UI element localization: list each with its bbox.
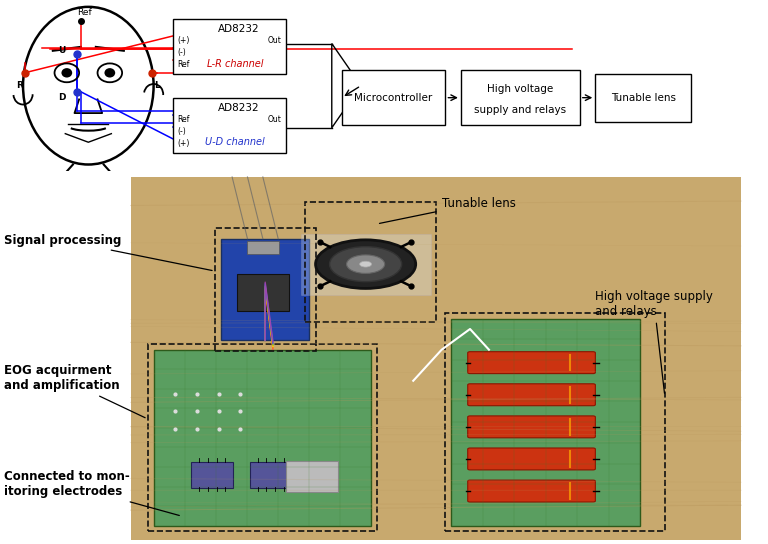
Text: supply and relays: supply and relays xyxy=(475,104,566,115)
Text: Ref: Ref xyxy=(77,8,91,17)
FancyBboxPatch shape xyxy=(154,350,370,526)
Circle shape xyxy=(359,261,372,267)
Text: (+): (+) xyxy=(177,139,190,148)
FancyBboxPatch shape xyxy=(247,242,280,255)
Text: EOG acquirment
and amplification: EOG acquirment and amplification xyxy=(4,364,145,418)
Text: Out: Out xyxy=(268,36,282,45)
FancyBboxPatch shape xyxy=(173,98,286,152)
Text: R: R xyxy=(16,81,22,90)
Ellipse shape xyxy=(104,68,115,78)
FancyBboxPatch shape xyxy=(468,480,595,502)
FancyBboxPatch shape xyxy=(595,73,691,122)
FancyBboxPatch shape xyxy=(342,70,445,125)
FancyBboxPatch shape xyxy=(468,416,595,438)
Text: High voltage supply
and relays: High voltage supply and relays xyxy=(595,289,713,393)
FancyBboxPatch shape xyxy=(221,239,310,341)
FancyBboxPatch shape xyxy=(191,461,233,488)
Text: AD8232: AD8232 xyxy=(218,24,260,34)
Text: U-D channel: U-D channel xyxy=(206,138,265,147)
Text: D: D xyxy=(58,92,65,102)
Ellipse shape xyxy=(61,68,72,78)
FancyBboxPatch shape xyxy=(250,461,292,488)
FancyBboxPatch shape xyxy=(300,234,431,294)
Text: Tunable lens: Tunable lens xyxy=(379,196,515,224)
Text: (+): (+) xyxy=(177,36,190,45)
Text: Signal processing: Signal processing xyxy=(4,234,212,270)
Text: Tunable lens: Tunable lens xyxy=(611,92,676,103)
Text: L-R channel: L-R channel xyxy=(207,59,263,69)
Text: Microcontroller: Microcontroller xyxy=(355,92,432,103)
Text: Ref: Ref xyxy=(177,60,190,69)
Text: Out: Out xyxy=(268,115,282,124)
FancyBboxPatch shape xyxy=(468,384,595,406)
Text: Ref: Ref xyxy=(177,115,190,124)
Text: High voltage: High voltage xyxy=(487,84,554,94)
FancyBboxPatch shape xyxy=(173,19,286,73)
FancyBboxPatch shape xyxy=(468,448,595,470)
FancyBboxPatch shape xyxy=(461,70,580,125)
Circle shape xyxy=(346,255,385,274)
FancyBboxPatch shape xyxy=(131,177,741,540)
Text: Connected to mon-
itoring electrodes: Connected to mon- itoring electrodes xyxy=(4,471,179,516)
Text: AD8232: AD8232 xyxy=(218,103,260,113)
FancyBboxPatch shape xyxy=(451,319,641,526)
Circle shape xyxy=(316,240,415,288)
FancyBboxPatch shape xyxy=(468,352,595,374)
FancyBboxPatch shape xyxy=(237,274,289,311)
Text: (-): (-) xyxy=(177,127,186,136)
Text: L: L xyxy=(154,81,161,90)
Circle shape xyxy=(329,246,402,282)
Text: (-): (-) xyxy=(177,48,186,57)
Text: U: U xyxy=(58,46,65,55)
FancyBboxPatch shape xyxy=(286,461,338,492)
